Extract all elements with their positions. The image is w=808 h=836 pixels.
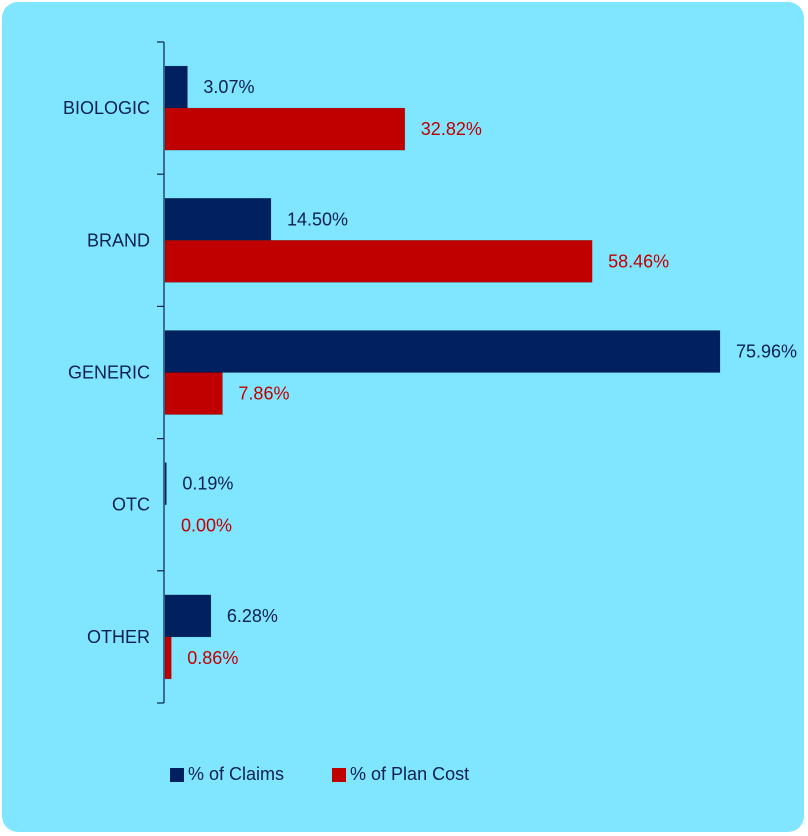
data-label-plan-cost: 58.46%: [608, 251, 669, 271]
data-label-claims: 3.07%: [203, 77, 254, 97]
chart-legend: % of Claims % of Plan Cost: [170, 764, 469, 785]
category-label: OTHER: [87, 627, 150, 647]
data-label-plan-cost: 0.86%: [187, 648, 238, 668]
legend-label-cost: % of Plan Cost: [350, 764, 470, 784]
data-label-claims: 6.28%: [227, 606, 278, 626]
bar-claims: [164, 594, 212, 638]
category-label: GENERIC: [68, 363, 150, 383]
legend-swatch-claims: [170, 767, 184, 782]
data-label-plan-cost: 32.82%: [421, 119, 482, 139]
bar-plan-cost: [164, 372, 223, 415]
bar-plan-cost: [164, 636, 172, 680]
data-label-claims: 0.19%: [182, 474, 233, 494]
category-label: BIOLOGIC: [63, 98, 150, 118]
bar-claims: [164, 198, 272, 241]
category-label: OTC: [112, 495, 150, 515]
bar-claims: [164, 330, 721, 373]
bar-plan-cost: [164, 107, 406, 151]
category-label: BRAND: [87, 230, 150, 250]
bar-claims: [164, 65, 188, 109]
legend-item-cost: % of Plan Cost: [332, 764, 469, 785]
legend-item-claims: % of Claims: [170, 764, 284, 785]
bar-plan-cost: [164, 240, 593, 283]
data-label-claims: 14.50%: [287, 209, 348, 229]
legend-swatch-cost: [332, 767, 347, 782]
data-label-claims: 75.96%: [736, 342, 797, 362]
bar-claims: [164, 462, 167, 506]
data-label-plan-cost: 0.00%: [181, 516, 232, 536]
data-label-plan-cost: 7.86%: [238, 384, 289, 404]
legend-label-claims: % of Claims: [188, 764, 285, 784]
